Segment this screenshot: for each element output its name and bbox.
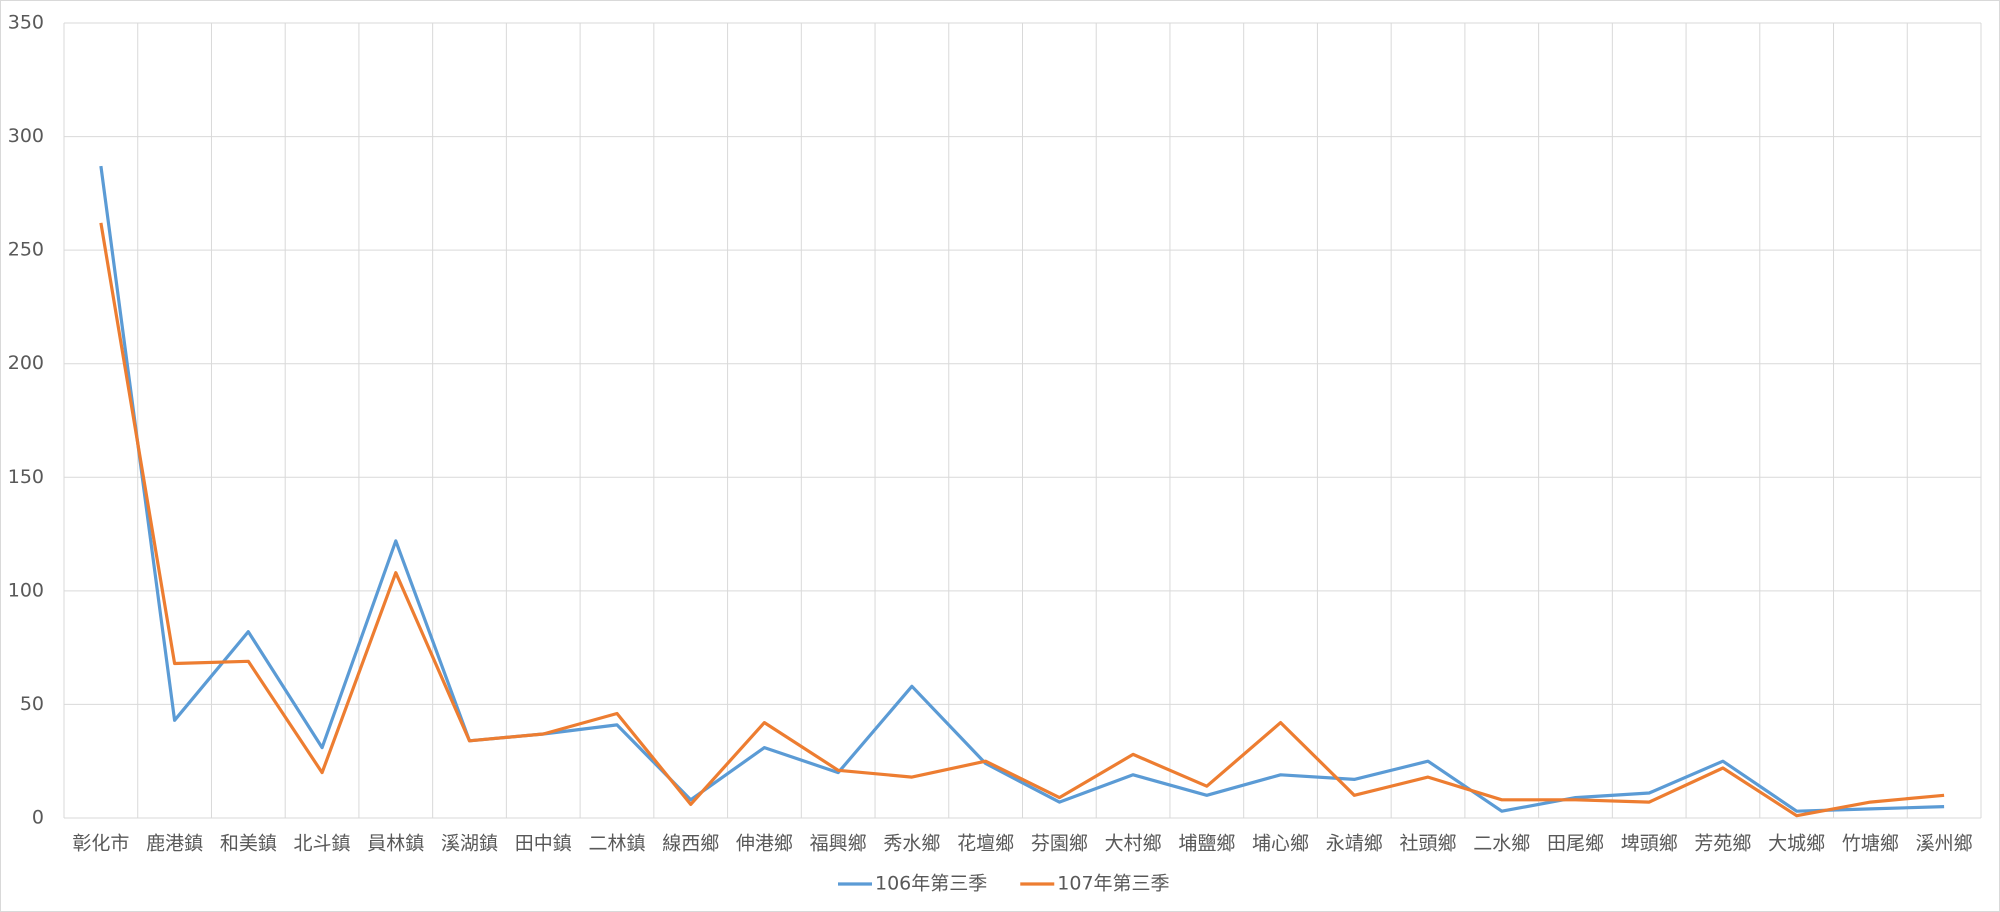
x-tick-label: 永靖鄉 — [1326, 833, 1383, 855]
y-tick-label: 300 — [8, 125, 44, 147]
y-tick-label: 100 — [8, 579, 44, 601]
series-line — [99, 222, 1945, 818]
x-tick-label: 鹿港鎮 — [146, 833, 203, 855]
y-tick-label: 250 — [8, 239, 44, 261]
y-tick-label: 200 — [8, 352, 44, 374]
x-tick-label: 社頭鄉 — [1400, 833, 1457, 855]
legend-label: 106年第三季 — [875, 873, 987, 895]
x-tick-label: 秀水鄉 — [883, 833, 940, 855]
x-tick-label: 埔心鄉 — [1252, 833, 1309, 855]
x-tick-label: 芳苑鄉 — [1694, 833, 1751, 855]
x-tick-label: 彰化市 — [72, 833, 129, 855]
x-tick-label: 田中鎮 — [515, 833, 572, 855]
x-tick-label: 溪湖鎮 — [441, 833, 498, 855]
x-tick-label: 二水鄉 — [1473, 833, 1530, 855]
x-tick-label: 竹塘鄉 — [1842, 833, 1899, 855]
x-tick-label: 員林鎮 — [367, 833, 424, 855]
x-tick-label: 芬園鄉 — [1031, 833, 1088, 855]
x-tick-label: 田尾鄉 — [1547, 833, 1604, 855]
x-tick-label: 二林鎮 — [588, 833, 645, 855]
legend-label: 107年第三季 — [1057, 873, 1169, 895]
x-tick-label: 埔鹽鄉 — [1178, 833, 1235, 855]
x-tick-label: 和美鎮 — [220, 833, 277, 855]
x-tick-label: 埤頭鄉 — [1621, 833, 1678, 855]
series-line — [99, 165, 1945, 813]
y-tick-label: 350 — [8, 12, 44, 34]
x-tick-label: 福興鄉 — [810, 833, 867, 855]
x-tick-label: 線西鄉 — [662, 833, 719, 855]
x-tick-label: 北斗鎮 — [294, 833, 351, 855]
x-tick-label: 溪州鄉 — [1916, 833, 1973, 855]
y-tick-label: 150 — [8, 466, 44, 488]
x-tick-label: 大城鄉 — [1768, 833, 1825, 855]
x-tick-label: 花壇鄉 — [957, 833, 1014, 855]
y-tick-label: 50 — [20, 693, 44, 715]
x-tick-label: 伸港鄉 — [736, 833, 793, 855]
y-tick-label: 0 — [32, 807, 44, 829]
x-tick-label: 大村鄉 — [1105, 833, 1162, 855]
